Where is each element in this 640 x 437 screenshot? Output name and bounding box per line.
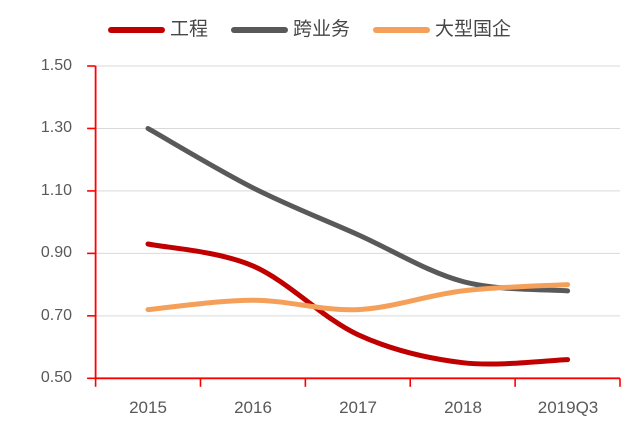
x-axis-label: 2016 [234,398,272,417]
y-axis-label: 0.90 [40,244,72,261]
series-line-3 [145,282,571,313]
series-line-2 [145,126,571,294]
y-axis-label: 0.50 [40,369,72,386]
legend-swatch-engineering [108,27,165,33]
legend-label-engineering: 工程 [170,19,209,40]
legend-label-large-soe: 大型国企 [435,19,512,40]
legend-swatch-large-soe [373,27,431,33]
series-line-1 [145,241,571,367]
legend-swatch-cross-business [231,27,289,33]
legend-label-cross-business: 跨业务 [293,19,351,40]
y-axis-label: 0.70 [40,307,72,324]
x-axis-label: 2018 [444,398,482,417]
y-axis-label: 1.50 [40,57,72,74]
legend-item-large-soe[interactable]: 大型国企 [373,16,511,44]
y-axis-label: 1.30 [40,119,72,136]
legend-item-cross-business[interactable]: 跨业务 [231,16,350,44]
x-axis-label: 2019Q3 [537,398,599,417]
y-axis-label: 1.10 [40,182,72,199]
x-axis-label: 2015 [129,398,167,417]
x-axis-label: 2017 [339,398,377,417]
legend: 工程 跨业务 大型国企 [108,16,511,44]
legend-item-engineering[interactable]: 工程 [108,16,208,44]
